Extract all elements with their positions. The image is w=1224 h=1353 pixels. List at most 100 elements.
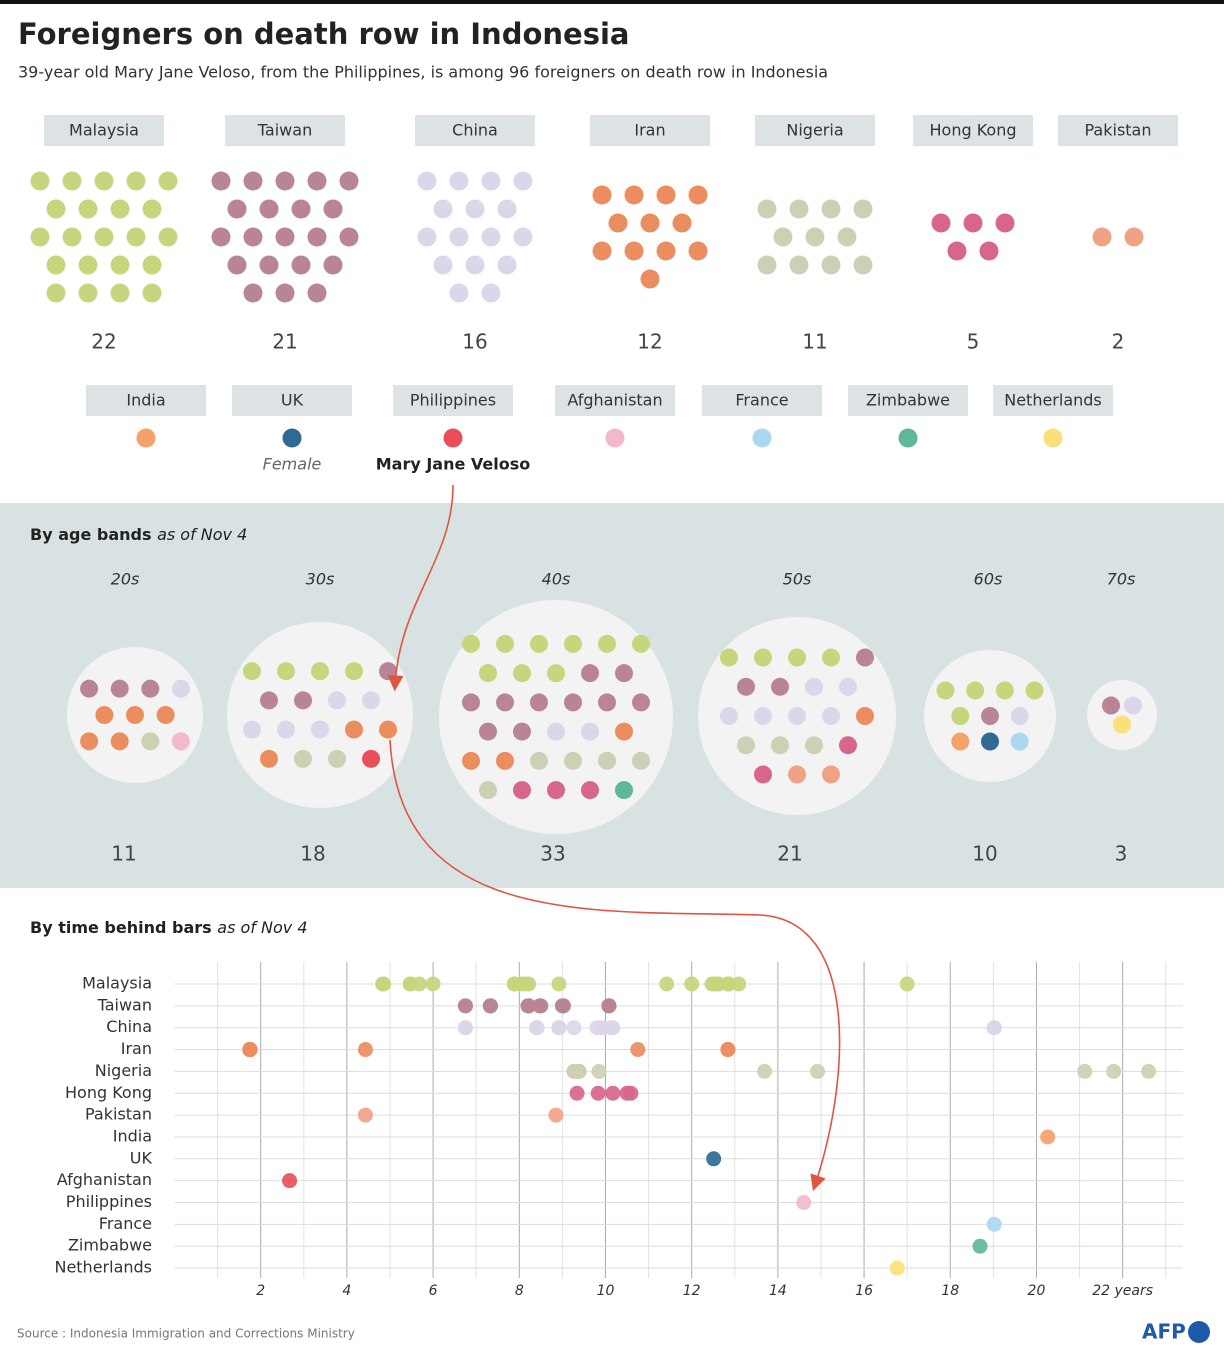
dot bbox=[839, 677, 857, 696]
point bbox=[425, 976, 441, 992]
dot bbox=[211, 171, 231, 191]
dot bbox=[592, 185, 612, 205]
band-total: 11 bbox=[111, 842, 136, 866]
point bbox=[601, 998, 617, 1014]
point bbox=[899, 976, 915, 992]
count-label: 11 bbox=[802, 330, 827, 354]
band-label: 20s bbox=[111, 570, 140, 589]
x-tick-label: 18 bbox=[941, 1283, 959, 1299]
dot bbox=[243, 171, 263, 191]
dot bbox=[936, 681, 955, 700]
age-title-note: as of Nov 4 bbox=[157, 525, 247, 544]
x-tick-label: 10 bbox=[597, 1283, 615, 1299]
point bbox=[282, 1173, 298, 1189]
point bbox=[357, 1107, 373, 1123]
y-tick-label: Hong Kong bbox=[65, 1083, 152, 1102]
dot bbox=[227, 255, 247, 275]
point bbox=[1106, 1063, 1122, 1079]
dot bbox=[171, 679, 190, 698]
y-tick-label: Philippines bbox=[66, 1192, 152, 1211]
dot bbox=[307, 171, 327, 191]
dot bbox=[757, 199, 777, 219]
dot bbox=[62, 171, 82, 191]
top-rule bbox=[0, 0, 1224, 4]
band-label: 30s bbox=[306, 570, 335, 589]
y-tick-label: Malaysia bbox=[82, 974, 152, 993]
dot bbox=[821, 255, 841, 275]
dot bbox=[110, 199, 130, 219]
dot bbox=[243, 283, 263, 303]
dot bbox=[608, 213, 628, 233]
country-label: Pakistan bbox=[1085, 121, 1152, 140]
dot bbox=[345, 662, 363, 681]
point bbox=[521, 976, 537, 992]
dot bbox=[110, 255, 130, 275]
dot bbox=[1043, 428, 1063, 448]
point bbox=[521, 998, 537, 1014]
dot bbox=[260, 749, 278, 768]
dot bbox=[771, 677, 789, 696]
band-total: 18 bbox=[300, 842, 325, 866]
point bbox=[630, 1042, 646, 1058]
title: Foreigners on death row in Indonesia bbox=[18, 17, 629, 51]
dot bbox=[656, 241, 676, 261]
dot bbox=[46, 199, 66, 219]
dot bbox=[110, 732, 129, 751]
band-circle bbox=[1087, 680, 1157, 750]
point bbox=[376, 976, 392, 992]
country-label: UK bbox=[281, 391, 304, 410]
point bbox=[706, 1151, 722, 1167]
dot bbox=[110, 283, 130, 303]
dot bbox=[624, 185, 644, 205]
dot bbox=[757, 255, 777, 275]
dot bbox=[497, 255, 517, 275]
dot bbox=[822, 707, 840, 725]
dot bbox=[564, 693, 582, 712]
label-box bbox=[1058, 115, 1178, 146]
dot bbox=[821, 199, 841, 219]
dot bbox=[323, 199, 343, 219]
count-label: 16 bbox=[462, 330, 487, 354]
y-tick-label: India bbox=[113, 1126, 152, 1145]
dot bbox=[605, 428, 625, 448]
dot bbox=[479, 781, 497, 800]
dot bbox=[449, 171, 469, 191]
dot bbox=[243, 720, 261, 739]
dot bbox=[95, 706, 114, 724]
count-label: 12 bbox=[637, 330, 662, 354]
point bbox=[569, 1085, 585, 1101]
dot bbox=[598, 751, 616, 770]
point bbox=[555, 998, 571, 1014]
dot bbox=[1124, 696, 1142, 715]
country-label: Nigeria bbox=[786, 121, 843, 140]
point bbox=[533, 998, 549, 1014]
dot bbox=[773, 227, 793, 247]
dot bbox=[1113, 715, 1131, 734]
country-label: Philippines bbox=[410, 391, 496, 410]
count-label: 22 bbox=[91, 330, 116, 354]
point bbox=[457, 1020, 473, 1036]
y-tick-label: Zimbabwe bbox=[68, 1236, 152, 1255]
dot bbox=[158, 227, 178, 247]
dot bbox=[788, 765, 806, 784]
dot bbox=[979, 241, 999, 261]
dot bbox=[80, 732, 99, 751]
point bbox=[720, 1042, 736, 1058]
dot bbox=[379, 662, 397, 681]
dot bbox=[805, 736, 823, 755]
dot bbox=[547, 781, 565, 800]
dot bbox=[311, 720, 329, 739]
dot bbox=[720, 707, 738, 725]
dot bbox=[211, 227, 231, 247]
dot bbox=[46, 283, 66, 303]
dot bbox=[362, 691, 380, 710]
dot bbox=[754, 765, 772, 784]
point bbox=[605, 1020, 621, 1036]
dot bbox=[479, 664, 497, 683]
dot bbox=[78, 255, 98, 275]
dot bbox=[771, 736, 789, 755]
dot bbox=[581, 664, 599, 683]
dot bbox=[62, 227, 82, 247]
point bbox=[972, 1238, 988, 1254]
